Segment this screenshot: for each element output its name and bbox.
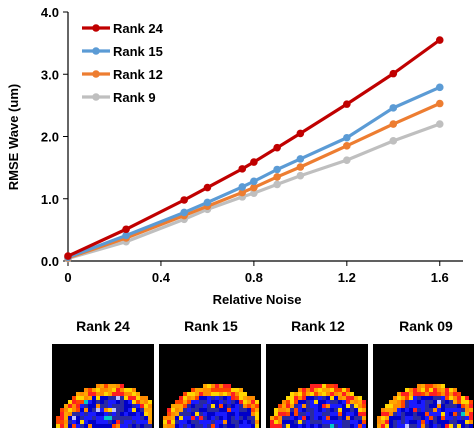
data-point-rank-15 <box>203 198 212 207</box>
chart-series <box>64 36 444 263</box>
data-point-rank-9 <box>343 156 351 164</box>
data-point-rank-24 <box>343 100 351 108</box>
legend-marker-rank-15 <box>92 47 100 55</box>
wave-map-rank-09 <box>373 344 474 428</box>
x-tick-label: 0.4 <box>152 270 171 285</box>
legend-marker-rank-9 <box>92 93 100 101</box>
data-point-rank-12 <box>343 142 351 150</box>
data-point-rank-15 <box>250 177 258 186</box>
legend-label-rank-15: Rank 15 <box>113 44 163 59</box>
y-tick-label: 0.0 <box>41 254 59 269</box>
data-point-rank-24 <box>203 183 212 192</box>
panel-title-rank-12: Rank 12 <box>291 318 345 334</box>
data-point-rank-15 <box>122 231 130 240</box>
legend-marker-rank-12 <box>92 70 100 78</box>
data-point-rank-24 <box>250 158 258 166</box>
wave-map-rank-24 <box>52 344 154 428</box>
data-point-rank-24 <box>296 129 305 138</box>
data-point-rank-15 <box>389 104 398 112</box>
legend-label-rank-9: Rank 9 <box>113 90 156 105</box>
x-tick-label: 0 <box>64 270 71 285</box>
y-tick-label: 3.0 <box>41 67 59 82</box>
legend-label-rank-12: Rank 12 <box>113 67 163 82</box>
data-point-rank-12 <box>238 188 247 197</box>
data-point-rank-15 <box>273 165 281 174</box>
data-point-rank-15 <box>296 155 305 163</box>
data-point-rank-24 <box>122 225 130 234</box>
data-point-rank-24 <box>389 69 398 78</box>
data-point-rank-12 <box>389 120 398 128</box>
wave-map-rank-12 <box>266 344 368 428</box>
line-chart: 0.01.02.03.04.00 0.4 0.8 1.2 1.6 Rank 24Rank… <box>6 5 463 307</box>
data-point-rank-24 <box>435 36 444 44</box>
data-point-rank-9 <box>273 180 281 189</box>
chart-axes: 0.0 1.0 2.0 3.0 4.0 0 0.4 0.8 1.2 1.6 <box>41 5 463 285</box>
data-point-rank-24 <box>64 252 72 260</box>
y-tick-label: 1.0 <box>41 192 59 207</box>
wave-map-rank-15 <box>159 344 261 428</box>
data-point-rank-15 <box>343 133 351 142</box>
panel-title-rank-09: Rank 09 <box>399 318 453 334</box>
data-point-rank-24 <box>238 165 247 173</box>
data-point-rank-15 <box>180 208 188 217</box>
x-tick-label: 0.8 <box>245 270 263 285</box>
x-axis-label: Relative Noise <box>213 292 302 307</box>
y-tick-label: 2.0 <box>41 130 59 145</box>
data-point-rank-15 <box>435 83 444 92</box>
y-tick-label: 4.0 <box>41 5 59 20</box>
panel-title-rank-24: Rank 24 <box>76 318 130 334</box>
legend-marker-rank-24 <box>92 24 100 32</box>
data-point-rank-15 <box>238 183 247 191</box>
data-point-rank-24 <box>180 196 188 204</box>
data-point-rank-12 <box>273 173 281 181</box>
data-point-rank-12 <box>435 99 444 108</box>
y-axis-label: RMSE Wave (um) <box>6 84 21 190</box>
x-tick-label: 1.2 <box>338 270 356 285</box>
x-tick-label: 1.6 <box>431 270 449 285</box>
data-point-rank-9 <box>435 120 444 128</box>
legend-label-rank-24: Rank 24 <box>113 21 164 36</box>
panel-title-rank-15: Rank 15 <box>184 318 238 334</box>
data-point-rank-9 <box>250 189 258 197</box>
data-point-rank-12 <box>250 183 258 192</box>
data-point-rank-9 <box>389 137 398 145</box>
data-point-rank-9 <box>296 171 305 180</box>
data-point-rank-12 <box>296 163 305 171</box>
chart-legend: Rank 24 Rank 15 Rank 12 Rank 9 <box>82 21 164 105</box>
data-point-rank-24 <box>273 143 281 152</box>
